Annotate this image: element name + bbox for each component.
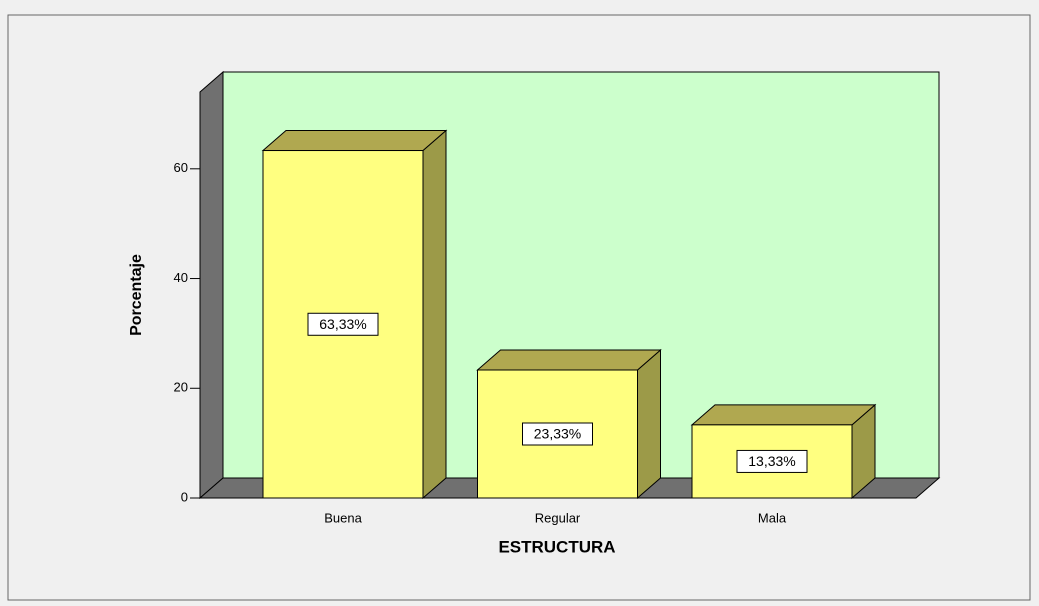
bar-side [637, 348, 661, 500]
y-axis-title: Porcentaje [128, 254, 145, 336]
y-tick-label: 60 [174, 160, 188, 175]
value-label-box [522, 422, 593, 446]
bar-top [261, 130, 448, 152]
value-label-box [307, 312, 379, 336]
bar-top [476, 349, 662, 371]
x-tick-label: Buena [324, 510, 362, 525]
x-tick-label: Mala [758, 510, 787, 525]
side-wall [199, 70, 224, 500]
value-label: 23,33% [534, 426, 581, 442]
value-label: 63,33% [319, 316, 366, 332]
y-tick-label: 0 [181, 489, 188, 504]
x-axis-title: ESTRUCTURA [498, 537, 615, 556]
x-tick-label: Regular [535, 510, 581, 525]
bar-side [422, 129, 447, 500]
bar-top [690, 404, 877, 426]
value-label-box [736, 449, 808, 473]
y-tick-label: 40 [174, 270, 188, 285]
value-label: 13,33% [748, 453, 795, 469]
y-tick-label: 20 [174, 380, 188, 395]
